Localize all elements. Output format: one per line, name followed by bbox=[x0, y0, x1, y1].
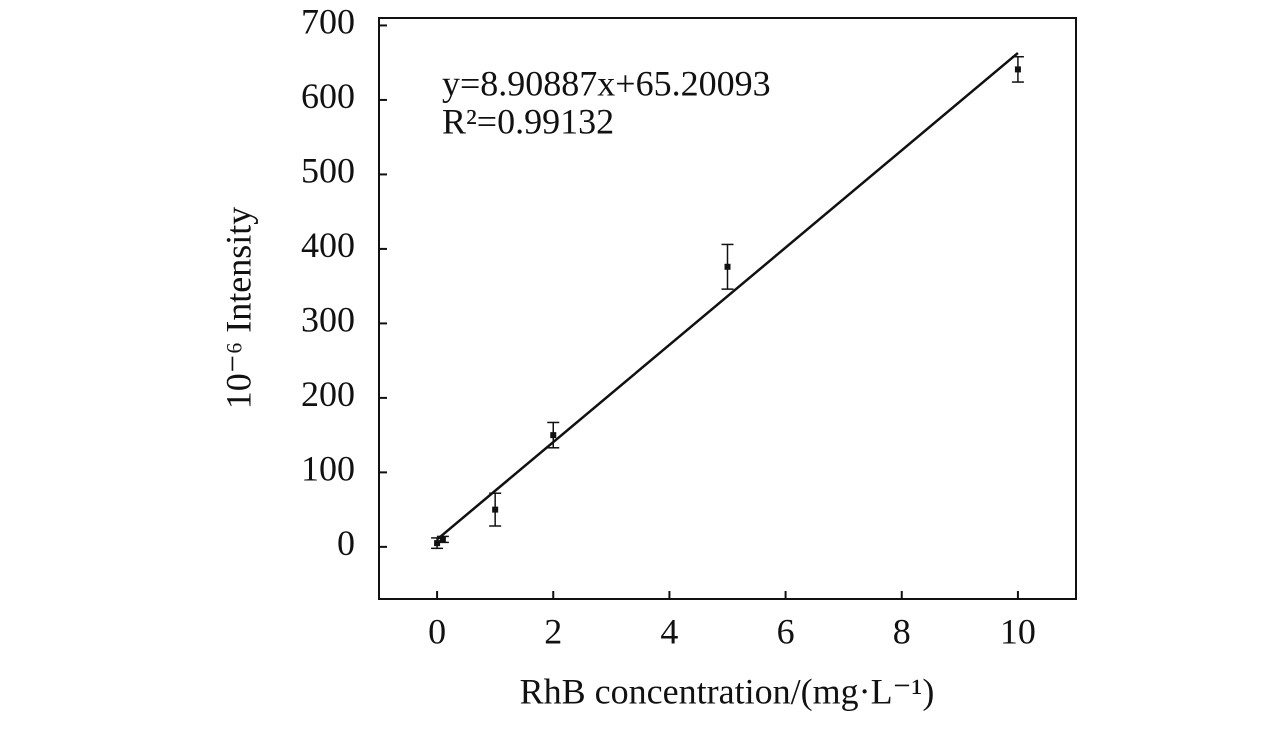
x-tick-label: 8 bbox=[893, 611, 911, 651]
point bbox=[439, 536, 446, 543]
x-tick-label: 6 bbox=[777, 611, 795, 651]
point bbox=[550, 432, 557, 439]
x-tick-label: 10 bbox=[1000, 611, 1036, 651]
point bbox=[492, 506, 499, 513]
y-tick-label: 400 bbox=[301, 225, 355, 265]
x-tick-label: 4 bbox=[660, 611, 678, 651]
x-tick-label: 0 bbox=[428, 611, 446, 651]
x-axis-label: RhB concentration/(mg·L⁻¹) bbox=[520, 671, 935, 711]
plot-frame bbox=[378, 17, 1077, 600]
y-tick-label: 500 bbox=[301, 151, 355, 191]
y-tick-label: 200 bbox=[301, 374, 355, 414]
fit-line bbox=[436, 52, 1019, 541]
equation: y=8.90887x+65.20093 bbox=[442, 63, 771, 103]
y-tick-label: 100 bbox=[301, 449, 355, 489]
y-tick-label: 600 bbox=[301, 76, 355, 116]
point bbox=[724, 263, 731, 270]
y-tick-label: 300 bbox=[301, 300, 355, 340]
point bbox=[1014, 66, 1021, 73]
r-squared: R²=0.99132 bbox=[442, 101, 614, 141]
y-tick-label: 0 bbox=[337, 523, 355, 563]
y-tick-label: 700 bbox=[301, 2, 355, 42]
y-axis-label: 10⁻⁶ Intensity bbox=[218, 207, 258, 410]
x-tick-label: 2 bbox=[544, 611, 562, 651]
